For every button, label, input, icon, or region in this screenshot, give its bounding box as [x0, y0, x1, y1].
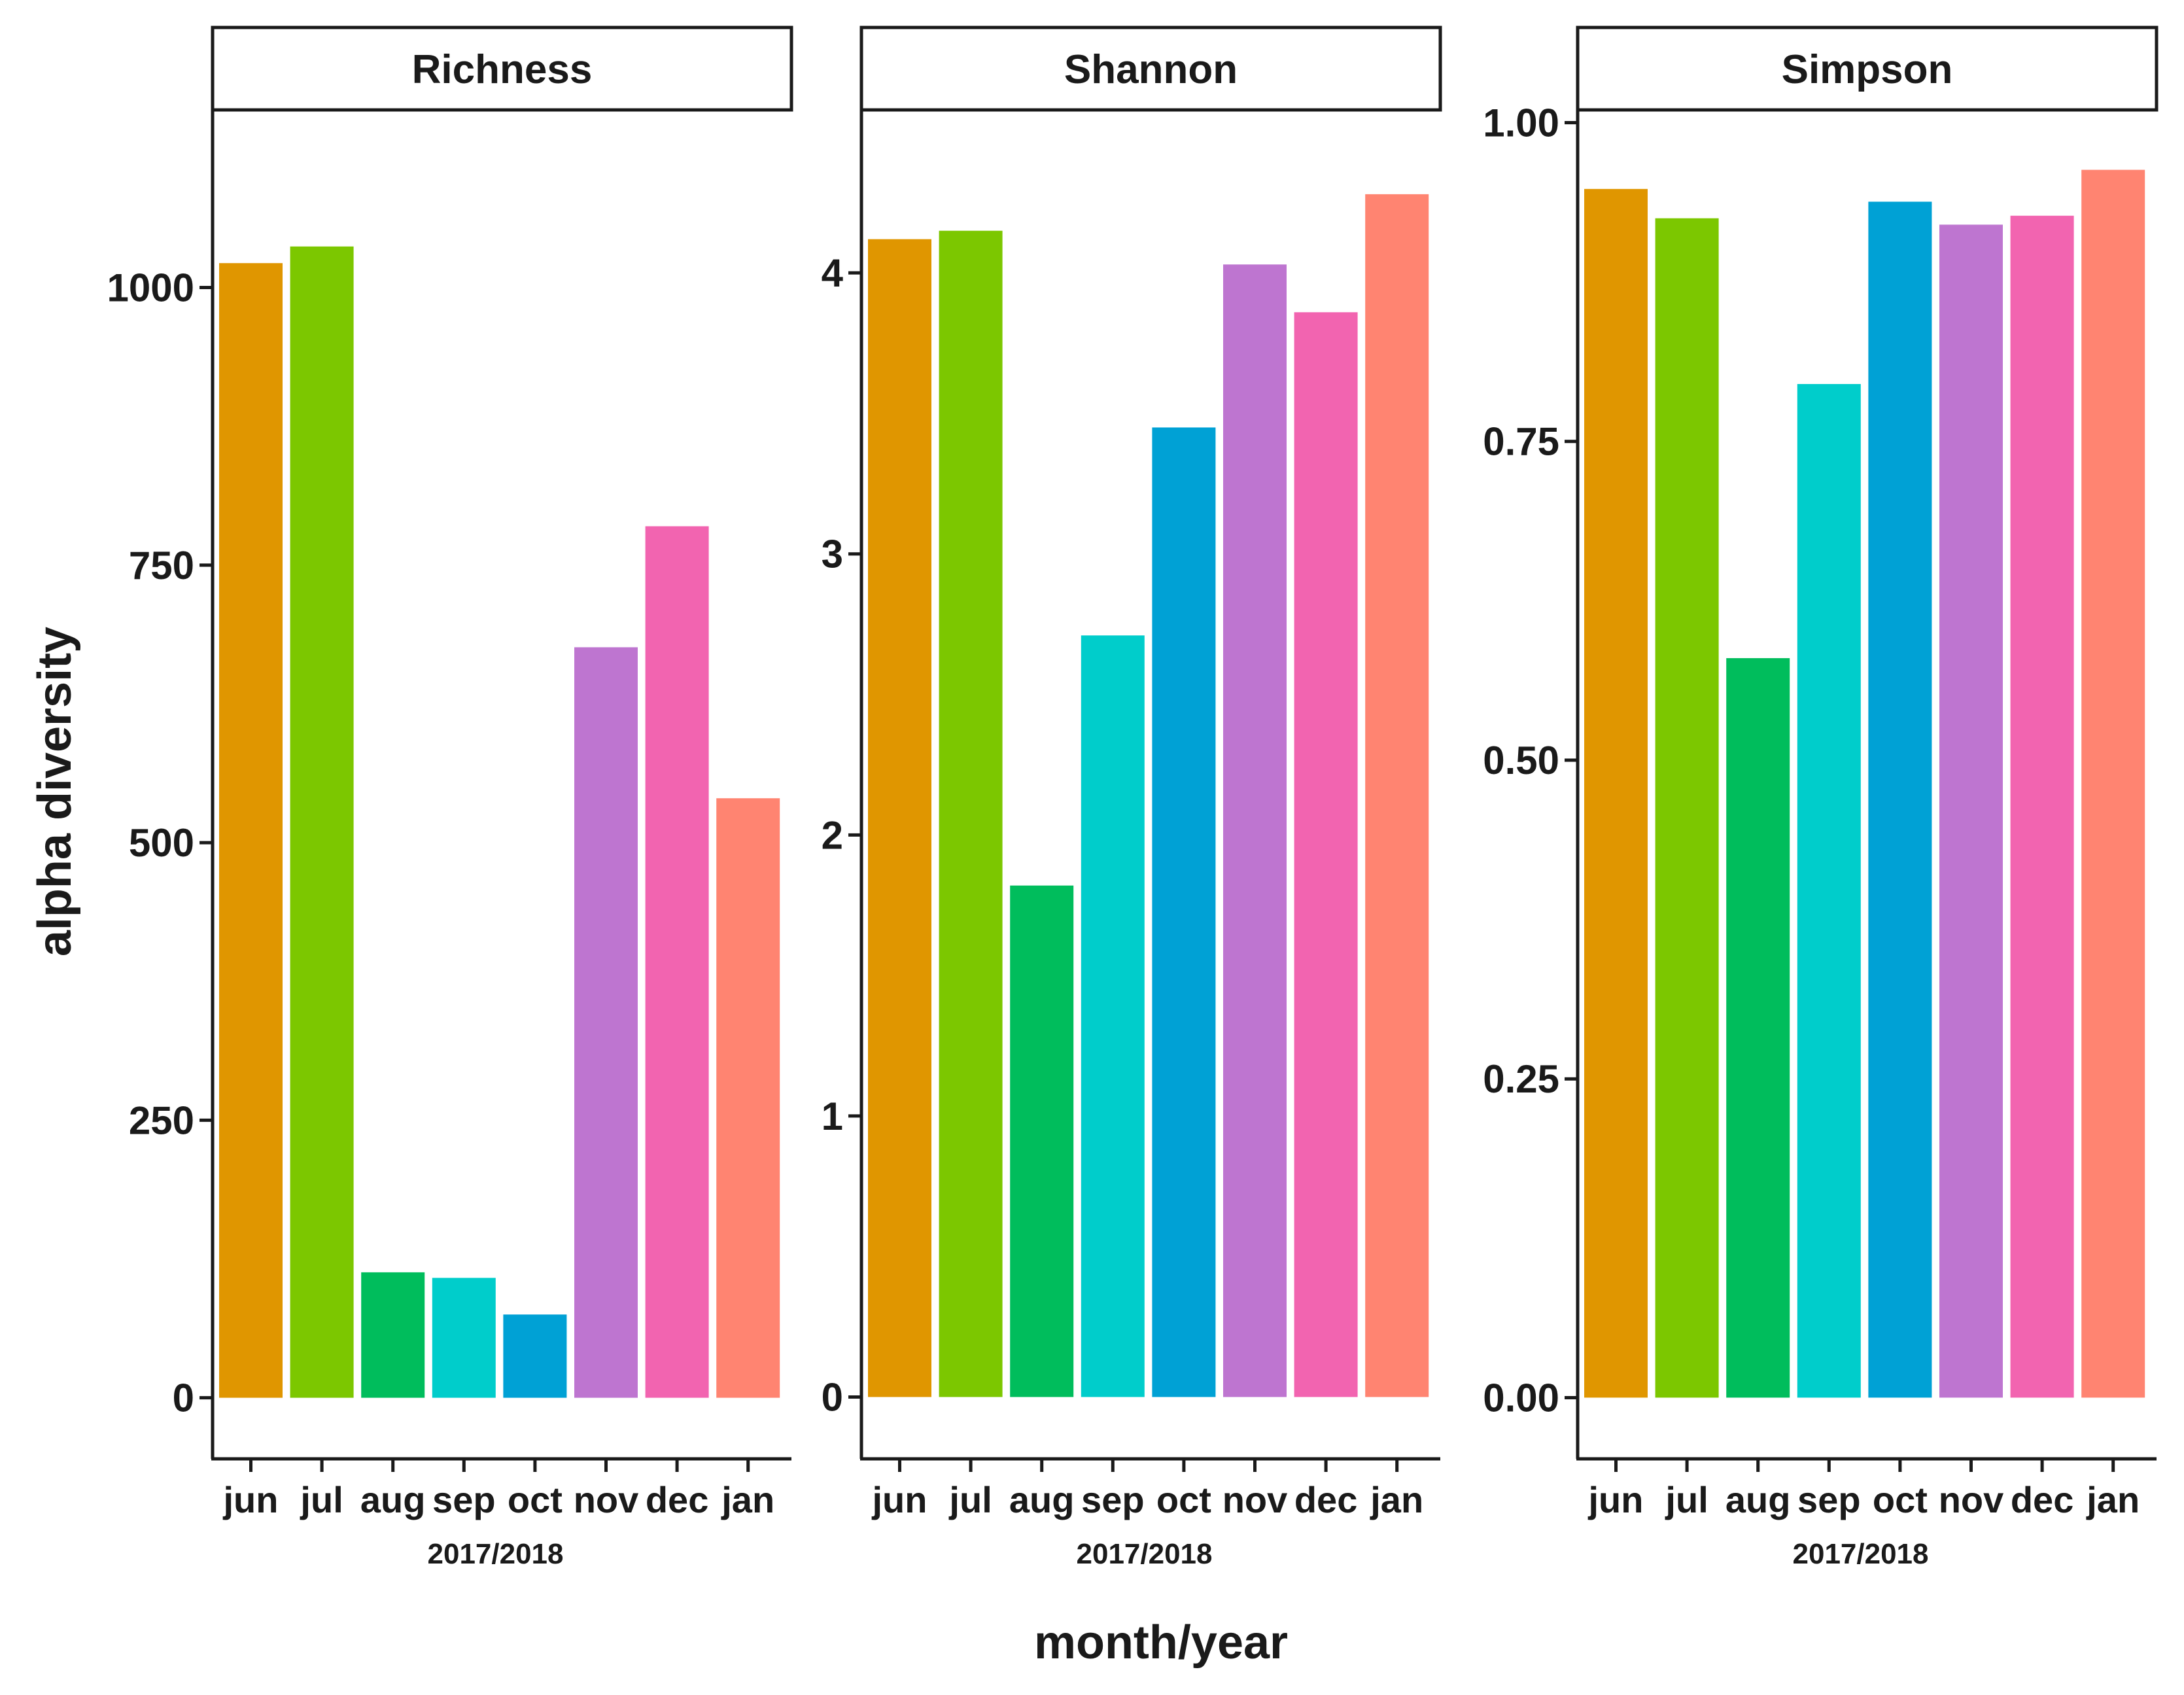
- y-tick-label: 4: [822, 251, 844, 295]
- strip-label: Shannon: [1064, 47, 1238, 92]
- bar-oct: [1868, 201, 1932, 1398]
- x-tick-label: jun: [223, 1479, 279, 1520]
- bar-nov: [574, 647, 638, 1398]
- bar-nov: [1223, 264, 1287, 1397]
- y-tick-label: 1000: [107, 266, 194, 310]
- bar-jan: [1365, 194, 1429, 1397]
- x-tick-label: sep: [1797, 1479, 1861, 1520]
- bar-aug: [1726, 658, 1790, 1398]
- x-tick-label: sep: [432, 1479, 496, 1520]
- y-tick-label: 500: [129, 821, 194, 865]
- x-tick-label: nov: [574, 1479, 639, 1520]
- bar-jun: [868, 239, 931, 1397]
- strip-label: Simpson: [1782, 47, 1953, 92]
- x-tick-label: oct: [1873, 1479, 1928, 1520]
- x-axis-title: month/year: [1034, 1616, 1288, 1669]
- strip-label: Richness: [412, 47, 593, 92]
- x-tick-label: jan: [2086, 1479, 2140, 1520]
- x-tick-label: aug: [1009, 1479, 1075, 1520]
- bar-oct: [1152, 427, 1216, 1397]
- x-tick-label: nov: [1939, 1479, 2004, 1520]
- x-sublabel: 2017/2018: [1793, 1538, 1929, 1570]
- x-tick-label: jul: [948, 1479, 992, 1520]
- x-sublabel: 2017/2018: [428, 1538, 564, 1570]
- bar-jun: [1584, 188, 1648, 1398]
- y-tick-label: 0: [173, 1376, 194, 1420]
- x-tick-label: nov: [1222, 1479, 1288, 1520]
- y-tick-label: 0.00: [1483, 1376, 1559, 1420]
- x-tick-label: dec: [1294, 1479, 1358, 1520]
- x-tick-label: jul: [1665, 1479, 1708, 1520]
- bar-aug: [361, 1272, 425, 1398]
- panel-simpson: Simpson 0.00 0.25 0.50 0.75 1.00 jun jul aug sep o…: [1483, 26, 2158, 1570]
- x-tick-label: aug: [360, 1479, 426, 1520]
- bar-jan: [716, 798, 780, 1398]
- bar-sep: [1081, 635, 1145, 1397]
- panel-shannon: Shannon 0 1 2 3 4 jun jul aug sep oct nov dec jan 2017…: [822, 26, 1442, 1570]
- strip-box: [859, 26, 1442, 112]
- x-tick-label: jun: [872, 1479, 927, 1520]
- y-tick-label: 3: [822, 533, 843, 576]
- bar-dec: [2010, 215, 2074, 1398]
- bar-aug: [1010, 885, 1074, 1397]
- x-tick-label: dec: [646, 1479, 709, 1520]
- bar-jul: [1655, 218, 1719, 1398]
- x-tick-label: aug: [1725, 1479, 1791, 1520]
- x-tick-label: jul: [300, 1479, 343, 1520]
- strip-box: [1576, 26, 2158, 112]
- y-tick-label: 250: [129, 1098, 194, 1142]
- x-tick-label: jun: [1588, 1479, 1644, 1520]
- x-sublabel: 2017/2018: [1077, 1538, 1213, 1570]
- y-tick-label: 0: [822, 1375, 843, 1419]
- y-axis-title: alpha diversity: [29, 627, 81, 956]
- strip-box: [211, 26, 793, 112]
- bar-jul: [290, 246, 354, 1398]
- x-tick-label: jan: [1370, 1479, 1423, 1520]
- bar-jul: [939, 230, 1003, 1397]
- bar-oct: [503, 1314, 567, 1398]
- bar-nov: [1939, 224, 2003, 1398]
- y-tick-label: 1.00: [1483, 101, 1559, 145]
- bar-sep: [1797, 384, 1861, 1398]
- y-tick-label: 750: [129, 544, 194, 587]
- bar-dec: [1294, 312, 1358, 1397]
- x-tick-label: oct: [508, 1479, 563, 1520]
- y-tick-label: 2: [822, 813, 843, 857]
- x-tick-label: jan: [721, 1479, 774, 1520]
- y-tick-label: 0.50: [1483, 739, 1559, 782]
- y-tick-label: 0.25: [1483, 1057, 1559, 1101]
- bar-jan: [2081, 169, 2145, 1398]
- panel-richness: Richness 0 250 500 750 1000 jun jul aug sep oct nov…: [107, 26, 793, 1570]
- x-tick-label: dec: [2011, 1479, 2074, 1520]
- x-tick-label: sep: [1081, 1479, 1145, 1520]
- bar-jun: [219, 263, 283, 1398]
- x-tick-label: oct: [1156, 1479, 1211, 1520]
- y-tick-label: 0.75: [1483, 420, 1559, 464]
- bar-dec: [645, 526, 709, 1398]
- y-tick-label: 1: [822, 1094, 843, 1138]
- bar-sep: [432, 1278, 496, 1398]
